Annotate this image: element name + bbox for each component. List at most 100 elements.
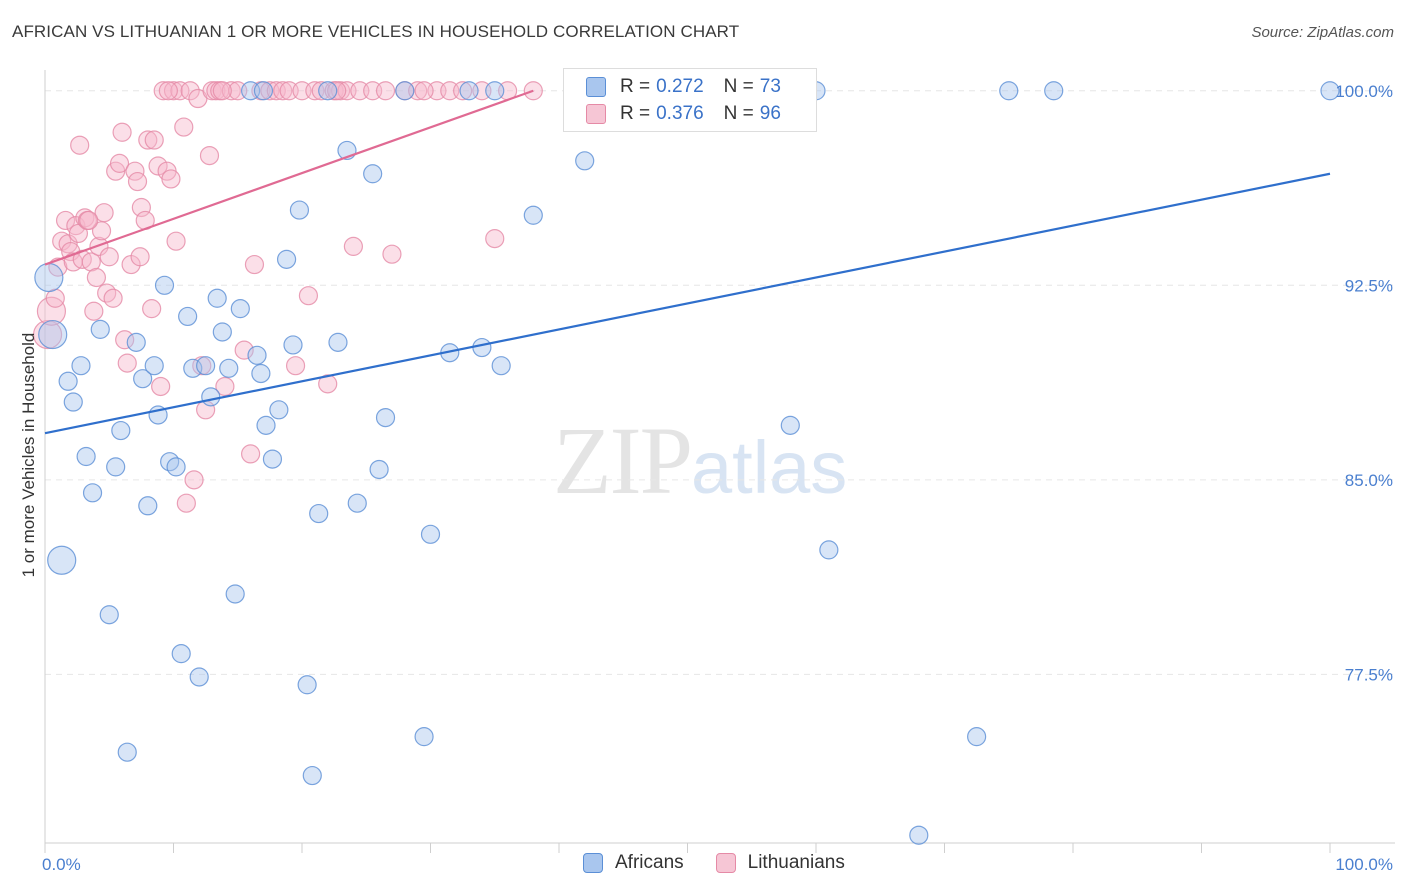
- y-axis-label: 1 or more Vehicles in Household: [19, 333, 38, 578]
- lithuanian-trend-line: [44, 89, 534, 266]
- african-point-40: [289, 200, 310, 220]
- grid-lines: [45, 90, 1395, 675]
- african-point-31: [230, 299, 250, 319]
- african-point-5: [71, 356, 91, 376]
- lithuanian-point-26: [115, 330, 135, 350]
- tick-labels: 100.0% 92.5% 85.0% 77.5% 0.0% 100.0%: [42, 82, 1393, 874]
- african-point-59: [523, 205, 543, 225]
- african-point-15: [138, 496, 158, 516]
- african-point-18: [154, 275, 175, 295]
- lithuanian-point-95: [414, 81, 434, 101]
- african-point-44: [318, 81, 338, 101]
- african-point-38: [276, 249, 297, 269]
- legend-row-lithuanians: R = 0.376 N = 96: [586, 101, 781, 127]
- y-tick-label-2: 85.0%: [1345, 471, 1393, 490]
- stats-legend: R = 0.272 N = 73 R = 0.376 N = 96: [563, 68, 817, 132]
- lithuanian-point-33: [138, 130, 158, 150]
- lithuanian-point-44: [174, 117, 194, 137]
- africans-swatch: [586, 77, 606, 97]
- african-point-9: [99, 605, 119, 625]
- lithuanian-point-47: [184, 470, 204, 490]
- african-point-6: [76, 446, 96, 467]
- african-point-70: [1044, 81, 1064, 101]
- lithuanian-point-51: [199, 146, 220, 166]
- lithuanian-point-66: [285, 356, 306, 376]
- african-point-20: [166, 457, 186, 477]
- african-point-11: [111, 420, 131, 441]
- lithuanians-r-value: 0.376: [656, 103, 704, 124]
- african-point-16: [144, 356, 164, 376]
- african-point-69: [999, 81, 1019, 101]
- chart-title: AFRICAN VS LITHUANIAN 1 OR MORE VEHICLES…: [12, 22, 740, 41]
- african-point-43: [309, 503, 329, 524]
- lithuanian-point-89: [70, 135, 90, 155]
- africans-legend-swatch: [583, 853, 603, 873]
- lithuanian-point-1: [36, 296, 67, 326]
- y-tick-label-1: 92.5%: [1345, 276, 1393, 295]
- legend-item-africans[interactable]: Africans: [583, 852, 684, 874]
- african-point-48: [363, 164, 383, 184]
- lithuanian-point-71: [318, 374, 338, 394]
- african-point-22: [178, 306, 198, 327]
- lithuanian-point-78: [375, 81, 396, 101]
- lithuanian-point-86: [485, 229, 505, 249]
- african-point-58: [491, 356, 511, 376]
- lithuanian-point-34: [142, 299, 162, 319]
- lithuanian-point-36: [148, 156, 168, 176]
- african-point-13: [126, 332, 146, 352]
- lithuanian-point-35: [144, 130, 164, 150]
- lithuanian-point-92: [158, 81, 178, 101]
- lithuanian-point-91: [130, 247, 150, 267]
- african-point-3: [58, 371, 78, 391]
- lithuanians-legend-label: Lithuanians: [747, 852, 845, 873]
- african-point-21: [171, 644, 191, 664]
- african-point-35: [256, 415, 276, 435]
- lithuanian-point-40: [161, 169, 181, 189]
- lithuanian-point-79: [382, 244, 402, 264]
- lithuanian-point-27: [117, 353, 137, 373]
- lithuanian-point-45: [176, 493, 196, 513]
- african-point-33: [247, 345, 267, 365]
- lithuanians-points: [32, 81, 543, 513]
- series-legend: Africans Lithuanians: [583, 852, 877, 874]
- lithuanian-point-42: [166, 231, 186, 251]
- lithuanian-point-93: [212, 81, 232, 101]
- lithuanian-point-15: [84, 301, 104, 321]
- african-point-56: [472, 337, 492, 358]
- african-point-71: [1320, 81, 1340, 101]
- african-point-53: [420, 524, 441, 544]
- african-trend-line: [44, 172, 1331, 435]
- lithuanian-point-75: [343, 236, 363, 256]
- african-point-50: [375, 407, 396, 428]
- legend-item-lithuanians[interactable]: Lithuanians: [715, 852, 845, 874]
- african-point-4: [63, 392, 83, 412]
- lithuanian-point-16: [86, 267, 107, 288]
- legend-row-africans: R = 0.272 N = 73: [586, 74, 781, 100]
- african-point-60: [575, 151, 595, 171]
- lithuanians-r-label: R =: [620, 103, 651, 124]
- lithuanian-point-2: [45, 288, 65, 308]
- lithuanians-n-value: 96: [759, 103, 781, 124]
- lithuanians-legend-swatch: [715, 853, 736, 873]
- african-point-49: [369, 459, 389, 480]
- african-point-45: [328, 332, 348, 352]
- lithuanian-point-5: [55, 210, 76, 231]
- lithuanian-point-37: [151, 376, 171, 397]
- african-point-55: [459, 81, 479, 101]
- watermark: ZIPatlas: [553, 405, 847, 516]
- y-tick-label-3: 77.5%: [1345, 665, 1393, 684]
- source-label: Source: ZipAtlas.com: [1251, 24, 1394, 41]
- african-point-28: [212, 322, 232, 342]
- africans-r-value: 0.272: [656, 76, 704, 97]
- african-point-1: [38, 319, 68, 350]
- african-point-34: [251, 363, 271, 384]
- lithuanians-n-label: N =: [723, 103, 754, 124]
- african-point-30: [225, 584, 245, 604]
- african-point-2: [47, 545, 77, 575]
- lithuanian-point-68: [298, 286, 319, 306]
- african-point-14: [133, 369, 153, 389]
- trend-lines: [44, 89, 1331, 435]
- lithuanian-point-84: [453, 81, 473, 101]
- lithuanian-point-43: [170, 81, 190, 101]
